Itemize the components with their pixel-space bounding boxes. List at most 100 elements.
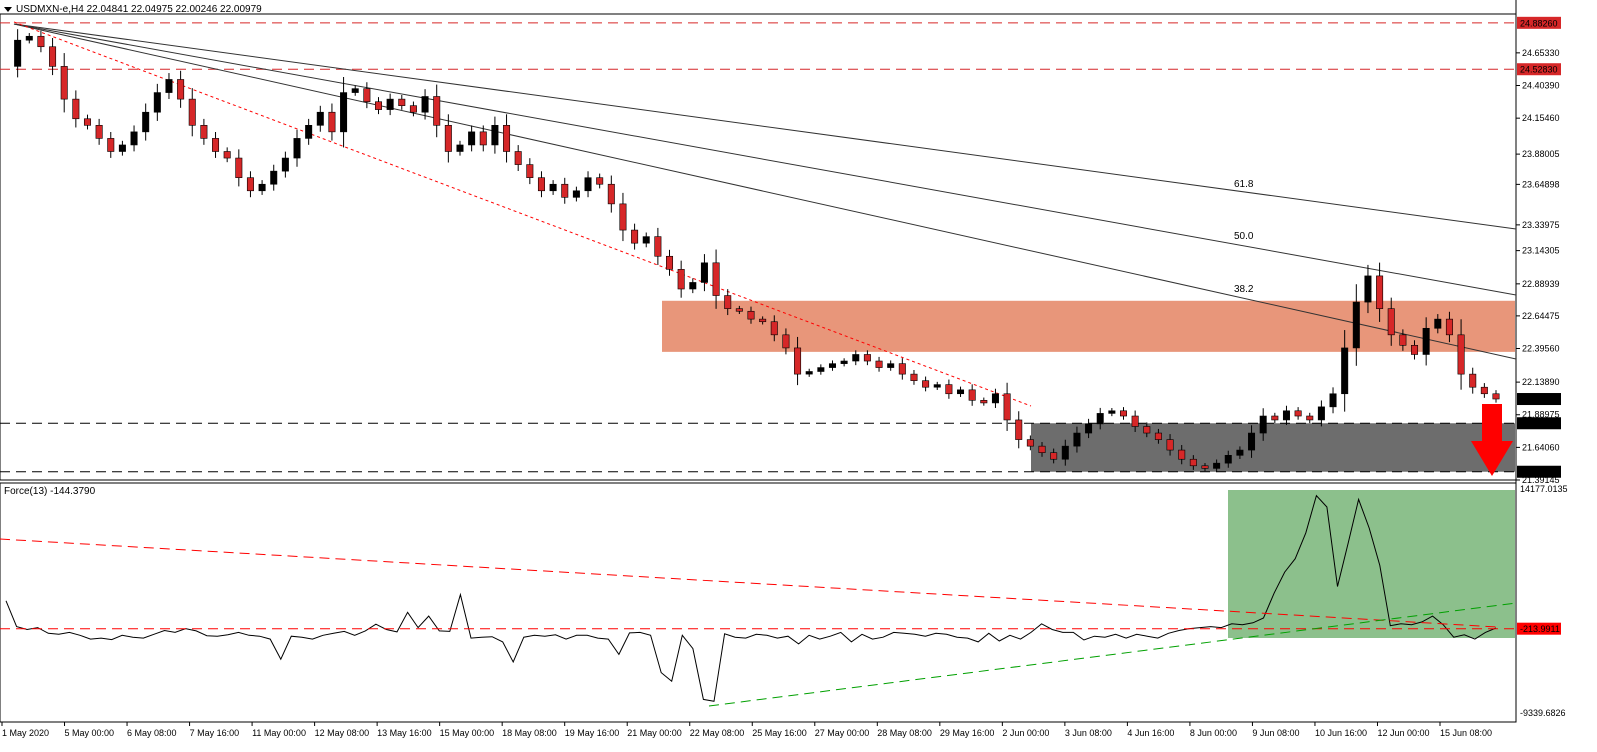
- candle-body: [619, 203, 627, 231]
- candle: [235, 149, 243, 187]
- force-highlight-zone: [1228, 490, 1515, 638]
- candle-body: [281, 157, 289, 172]
- x-tick-label: 15 May 00:00: [440, 728, 495, 738]
- candle: [1015, 411, 1023, 449]
- candle-body: [759, 318, 767, 323]
- candle: [421, 89, 429, 120]
- level-tag-1: [1517, 63, 1561, 76]
- candle-body: [770, 321, 778, 336]
- candle: [258, 180, 266, 195]
- candle-body: [37, 35, 45, 48]
- candle: [503, 114, 511, 163]
- candle: [770, 315, 778, 342]
- candle: [1271, 412, 1279, 424]
- candle-body: [805, 371, 813, 375]
- force-level-label: -213.9911: [1520, 624, 1560, 634]
- candle: [1282, 405, 1290, 425]
- candle: [724, 289, 732, 316]
- candle-body: [852, 354, 860, 362]
- candle: [351, 85, 359, 96]
- candle-body: [118, 144, 126, 152]
- candle: [305, 118, 313, 145]
- candle-body: [1469, 373, 1477, 388]
- candle-body: [794, 347, 802, 375]
- candle: [293, 129, 301, 167]
- candle-body: [1026, 439, 1034, 447]
- candle: [1166, 434, 1174, 456]
- force-max-label: 14177.0135: [1520, 484, 1568, 494]
- candle-body: [1422, 327, 1430, 355]
- candle-body: [1445, 318, 1453, 336]
- candle: [1422, 317, 1430, 366]
- level-tag-0: [1517, 16, 1561, 29]
- y-tick-label: 22.13890: [1522, 377, 1560, 387]
- candle-body: [374, 101, 383, 110]
- candle: [130, 125, 138, 152]
- candle-body: [968, 389, 976, 401]
- x-tick-label: 8 Jun 00:00: [1190, 728, 1237, 738]
- candle: [1096, 407, 1104, 430]
- candle-body: [1352, 301, 1360, 349]
- force-line: [5, 494, 1497, 702]
- candle-body: [677, 269, 685, 290]
- y-tick-label: 23.64898: [1522, 179, 1560, 189]
- candle: [1329, 387, 1337, 414]
- horizontal-levels: [0, 22, 1516, 473]
- candle-body: [1480, 386, 1488, 395]
- candle: [153, 83, 161, 121]
- candle: [107, 131, 115, 158]
- candle-body: [258, 183, 266, 192]
- x-tick-label: 19 May 16:00: [565, 728, 620, 738]
- candle-body: [747, 310, 755, 320]
- candle: [910, 369, 918, 385]
- x-tick-label: 1 May 2020: [2, 728, 49, 738]
- y-tick-label: 24.15460: [1522, 113, 1560, 123]
- candle-body: [724, 295, 732, 309]
- x-tick-label: 13 May 16:00: [377, 728, 432, 738]
- candle-body: [631, 229, 639, 244]
- candle-body: [1376, 275, 1384, 309]
- candle: [549, 180, 557, 195]
- candle-body: [503, 125, 511, 152]
- price-y-axis: 24.88260 24.52830 21.82480 21.45450 24.65330…: [1516, 16, 1561, 485]
- candle-body: [526, 164, 534, 178]
- candle-body: [305, 125, 313, 139]
- candle: [1178, 445, 1186, 465]
- candle-body: [1085, 423, 1093, 434]
- candle-body: [828, 363, 836, 368]
- force-level-tag: [1517, 622, 1561, 635]
- candle: [794, 336, 802, 386]
- candle: [398, 94, 406, 110]
- candle-body: [1015, 419, 1023, 440]
- candle-body: [980, 400, 988, 404]
- candle: [980, 397, 988, 406]
- candle: [875, 356, 883, 372]
- candle: [863, 350, 871, 366]
- candle: [281, 151, 289, 178]
- candle: [782, 328, 790, 355]
- candle: [1469, 367, 1477, 394]
- candle-body: [561, 183, 569, 198]
- candle: [1445, 311, 1453, 343]
- level-label-1: 24.52830: [1520, 65, 1558, 75]
- candle-body: [153, 92, 161, 113]
- candle-body: [1073, 432, 1081, 447]
- candle: [689, 278, 697, 294]
- y-tick-label: 23.33975: [1522, 220, 1560, 230]
- candle: [1061, 439, 1069, 466]
- candle: [1085, 418, 1093, 439]
- candle: [700, 254, 708, 292]
- y-tick-label: 22.39560: [1522, 344, 1560, 354]
- collapse-arrow-icon[interactable]: [4, 7, 12, 12]
- x-tick-label: 10 Jun 16:00: [1315, 728, 1367, 738]
- candle-body: [444, 125, 452, 152]
- candle: [95, 118, 103, 145]
- candle: [444, 114, 452, 163]
- candle-body: [1282, 410, 1290, 421]
- candle: [328, 103, 336, 141]
- fan-line-2: [13, 23, 1517, 360]
- candle: [340, 76, 348, 148]
- candle: [747, 306, 755, 324]
- x-tick-label: 4 Jun 16:00: [1127, 728, 1174, 738]
